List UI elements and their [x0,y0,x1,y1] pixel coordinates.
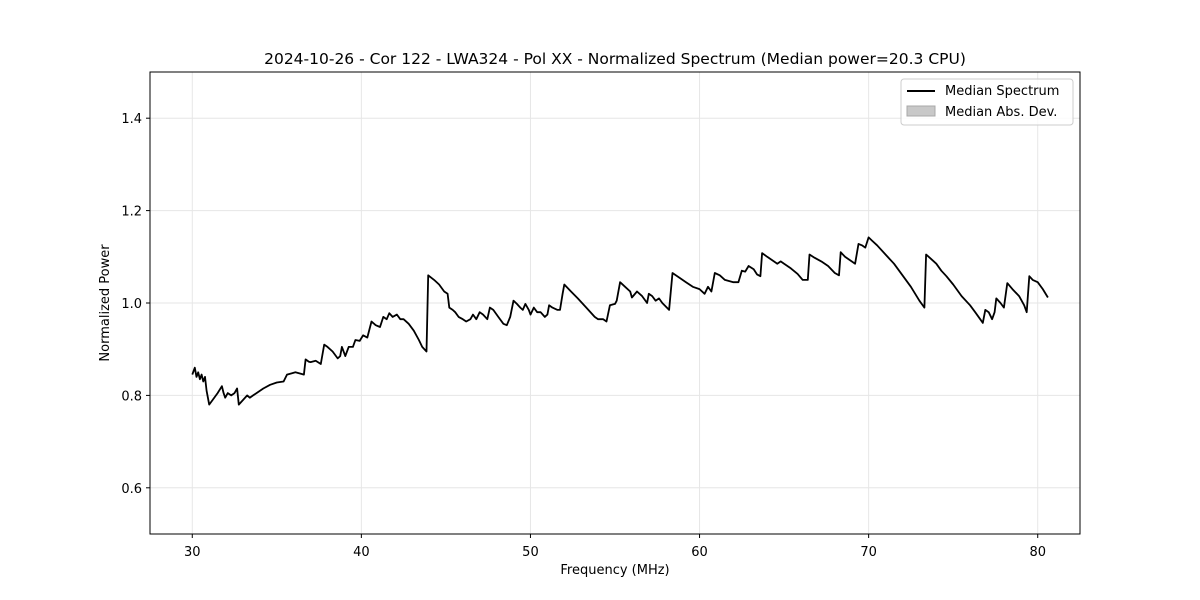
x-tick-label: 40 [353,545,370,560]
legend-patch-swatch [906,105,936,117]
y-axis-label: Normalized Power [98,244,113,362]
axis-ticks: 30 40 50 60 70 80 0.6 0.8 1.0 1.2 1.4 [121,112,1046,560]
legend-box [900,78,1074,126]
legend: Median Spectrum Median Abs. Dev. [900,78,1074,126]
legend-label-median-abs-dev: Median Abs. Dev. [945,105,1057,120]
y-tick-label: 0.6 [121,482,142,497]
series-line-median-spectrum [191,236,1049,406]
x-tick-label: 30 [184,545,201,560]
series-layer [191,236,1049,406]
y-tick-label: 0.8 [121,389,142,404]
chart-title: 2024-10-26 - Cor 122 - LWA324 - Pol XX -… [264,50,966,68]
y-tick-label: 1.4 [121,112,142,127]
x-tick-label: 70 [860,545,877,560]
legend-label-median-spectrum: Median Spectrum [945,84,1059,99]
x-axis-label: Frequency (MHz) [560,563,669,578]
x-tick-label: 50 [522,545,539,560]
y-tick-label: 1.2 [121,205,142,220]
x-tick-label: 80 [1029,545,1046,560]
y-tick-label: 1.0 [121,297,142,312]
x-tick-label: 60 [691,545,708,560]
